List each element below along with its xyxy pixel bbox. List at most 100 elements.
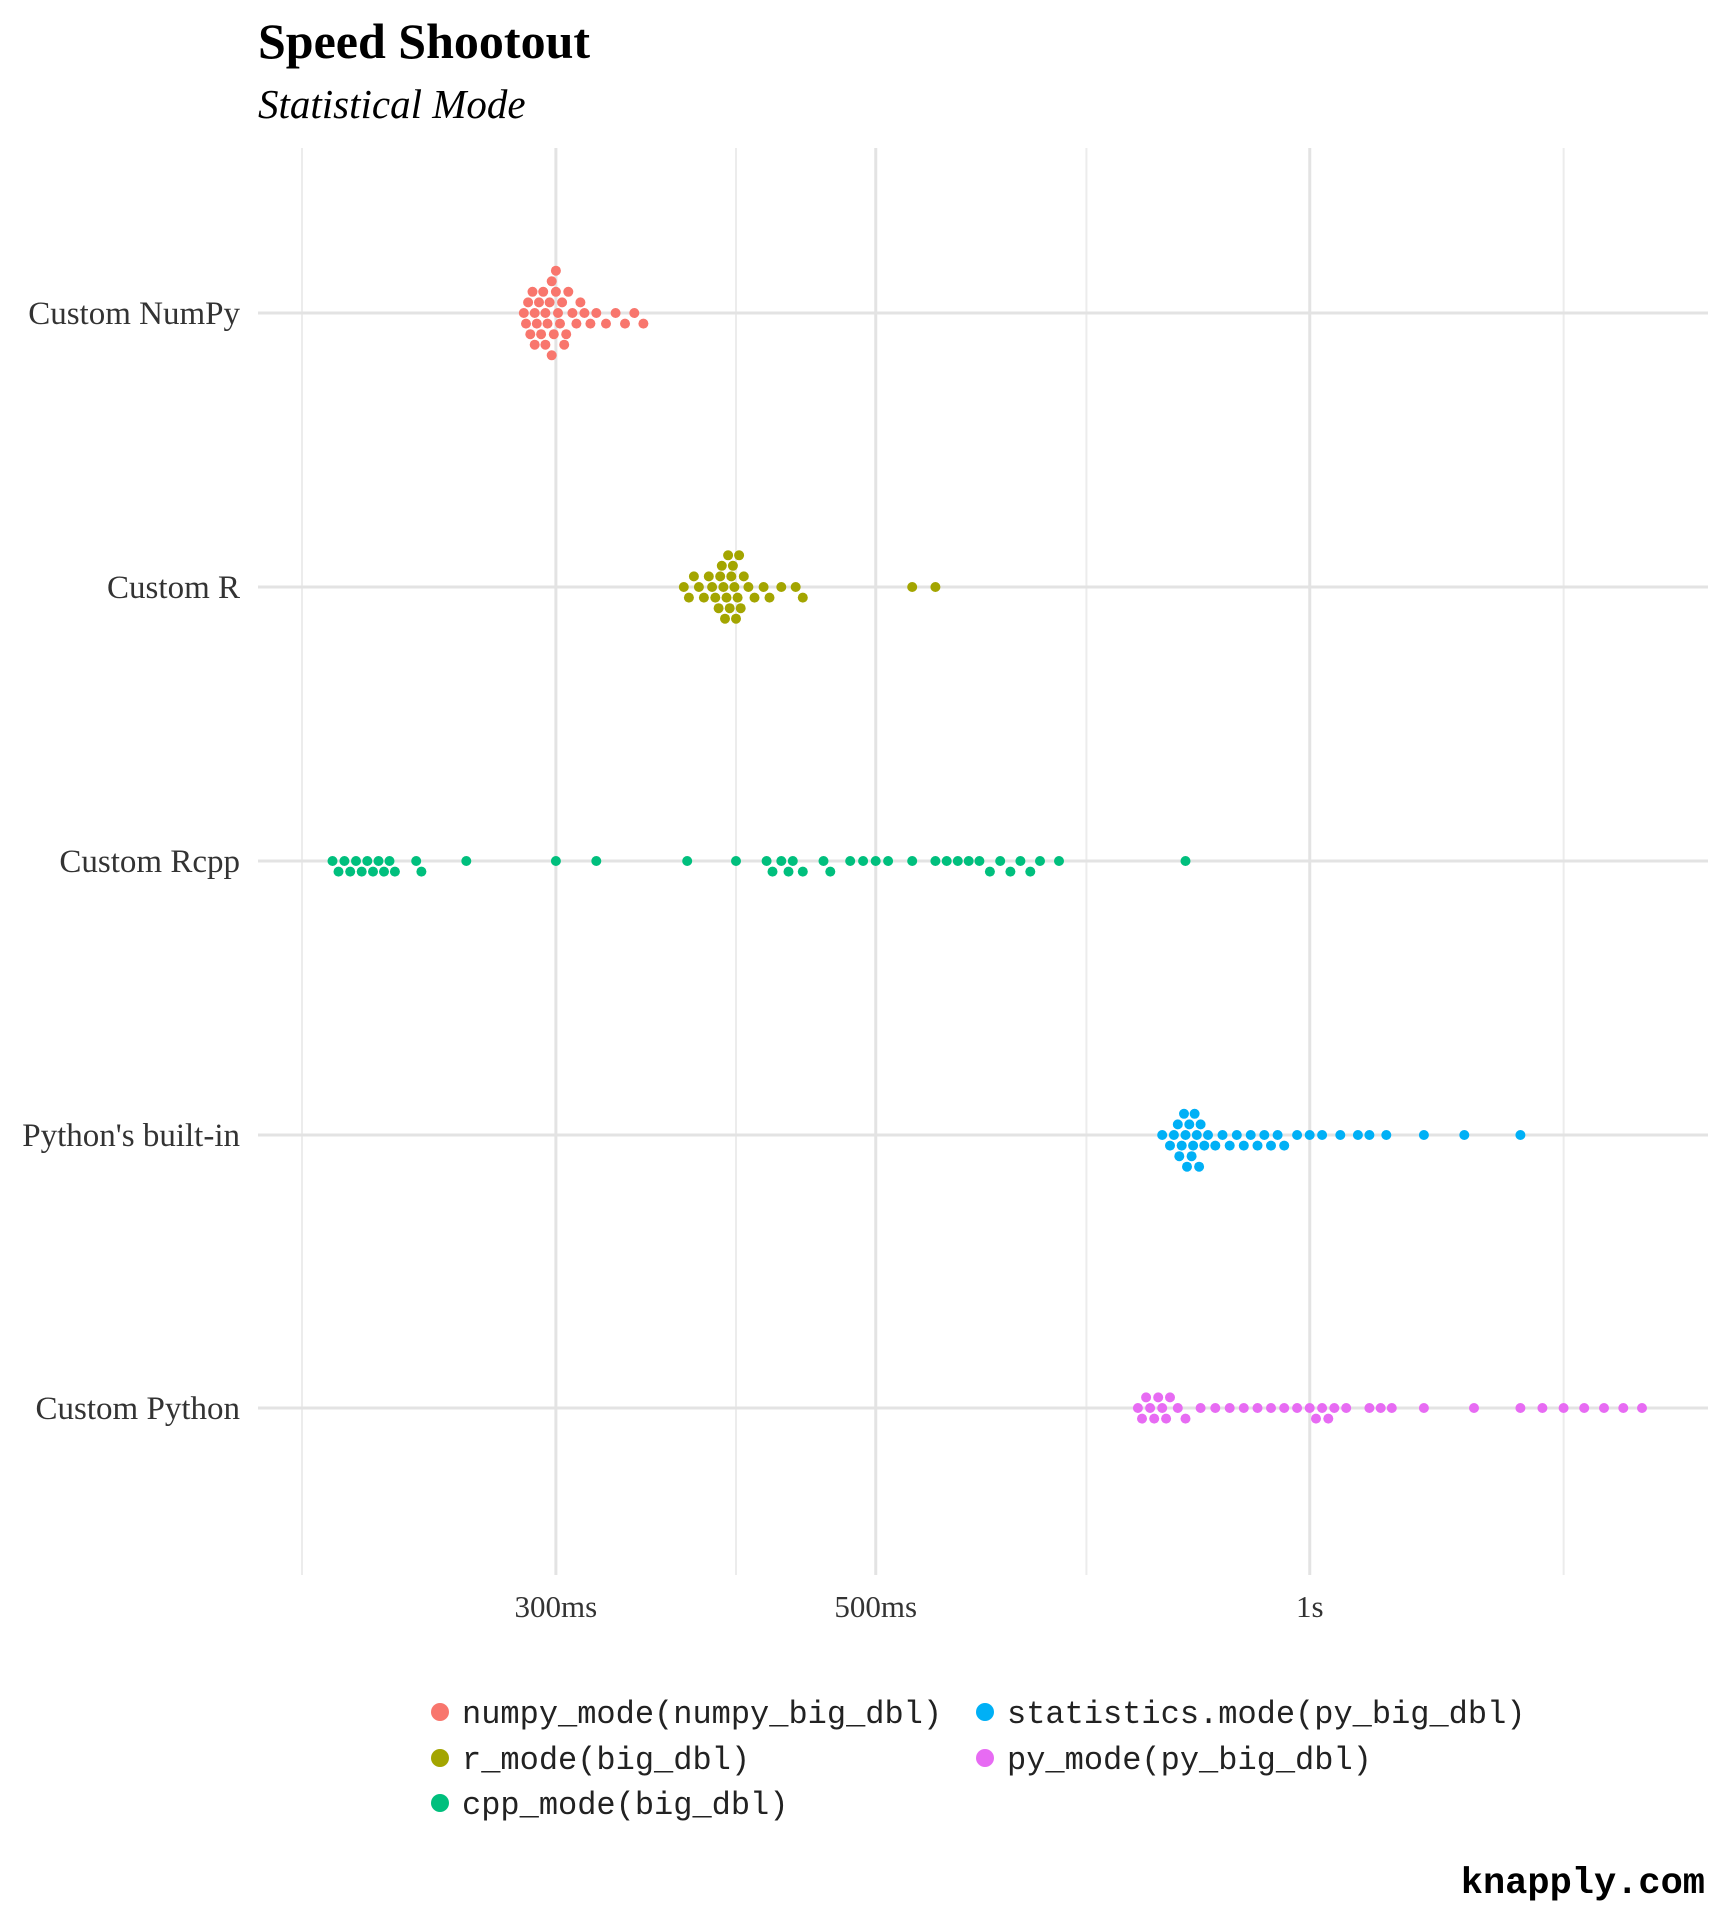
data-point bbox=[1176, 1140, 1187, 1151]
data-point bbox=[546, 350, 557, 361]
data-point bbox=[1292, 1130, 1303, 1140]
data-point bbox=[790, 582, 801, 592]
data-point bbox=[883, 856, 894, 866]
data-point bbox=[362, 856, 373, 866]
data-point bbox=[907, 582, 918, 592]
data-point bbox=[1161, 1413, 1172, 1424]
data-point bbox=[1279, 1140, 1290, 1151]
data-point bbox=[571, 318, 582, 329]
legend-key bbox=[431, 1703, 449, 1721]
data-point bbox=[579, 308, 590, 318]
data-point bbox=[1266, 1140, 1276, 1151]
data-point bbox=[787, 856, 798, 866]
data-point bbox=[389, 866, 400, 877]
data-point bbox=[720, 613, 730, 624]
data-point bbox=[1238, 1403, 1249, 1413]
data-point bbox=[1304, 1130, 1315, 1140]
y-tick-label: Custom NumPy bbox=[28, 296, 240, 332]
data-point bbox=[1194, 1161, 1205, 1172]
data-point bbox=[1188, 1140, 1199, 1151]
data-point bbox=[1224, 1403, 1235, 1413]
data-point bbox=[1199, 1140, 1210, 1151]
data-point bbox=[1341, 1403, 1352, 1413]
data-point bbox=[963, 856, 974, 866]
data-point bbox=[1153, 1392, 1164, 1403]
data-point bbox=[356, 866, 367, 877]
y-tick-label: Python's built-in bbox=[22, 1118, 240, 1154]
data-point bbox=[1145, 1403, 1156, 1413]
data-point bbox=[1418, 1130, 1429, 1140]
data-point bbox=[713, 603, 724, 614]
data-point bbox=[629, 308, 640, 318]
data-point bbox=[1203, 1130, 1213, 1140]
data-point bbox=[542, 318, 553, 329]
data-point bbox=[550, 286, 561, 297]
data-point bbox=[683, 592, 694, 603]
data-point bbox=[534, 297, 544, 308]
legend-label: numpy_mode(numpy_big_dbl) bbox=[462, 1696, 942, 1733]
data-point bbox=[1515, 1403, 1526, 1413]
data-point bbox=[907, 856, 918, 866]
data-point bbox=[550, 265, 561, 276]
data-point bbox=[1137, 1413, 1147, 1424]
data-point bbox=[818, 856, 829, 866]
legend-key bbox=[431, 1794, 449, 1812]
data-point bbox=[716, 560, 727, 571]
legend-key bbox=[976, 1749, 994, 1767]
data-point bbox=[729, 582, 740, 592]
data-point bbox=[567, 308, 578, 318]
data-point bbox=[952, 856, 963, 866]
data-point bbox=[1054, 856, 1064, 866]
data-point bbox=[974, 856, 985, 866]
data-point bbox=[749, 592, 760, 603]
data-point bbox=[538, 286, 549, 297]
data-point bbox=[1132, 1403, 1143, 1413]
data-point bbox=[1191, 1130, 1202, 1140]
data-point bbox=[1174, 1151, 1185, 1162]
data-point bbox=[540, 308, 551, 318]
data-point bbox=[1558, 1403, 1569, 1413]
data-point bbox=[1317, 1403, 1328, 1413]
data-point bbox=[1469, 1403, 1479, 1413]
data-point bbox=[727, 560, 738, 571]
data-point bbox=[743, 582, 754, 592]
data-point bbox=[776, 856, 787, 866]
data-point bbox=[1182, 1161, 1192, 1172]
data-point bbox=[384, 856, 395, 866]
data-point bbox=[339, 856, 350, 866]
data-point bbox=[1157, 1130, 1168, 1140]
data-point bbox=[1224, 1140, 1235, 1151]
data-point bbox=[561, 329, 572, 340]
data-point bbox=[575, 297, 586, 308]
data-point bbox=[544, 297, 555, 308]
data-point bbox=[345, 866, 356, 877]
data-point bbox=[1210, 1140, 1221, 1151]
data-point bbox=[1165, 1392, 1175, 1403]
data-point bbox=[1618, 1403, 1629, 1413]
data-point bbox=[1266, 1403, 1276, 1413]
data-point bbox=[540, 339, 551, 350]
data-point bbox=[1329, 1403, 1340, 1413]
data-point bbox=[1292, 1403, 1303, 1413]
data-point bbox=[1180, 856, 1191, 866]
data-points bbox=[327, 265, 1647, 1424]
data-point bbox=[1259, 1130, 1270, 1140]
data-point bbox=[1172, 1119, 1183, 1130]
data-point bbox=[529, 308, 540, 318]
y-tick-label: Custom Rcpp bbox=[59, 844, 240, 880]
data-point bbox=[721, 592, 732, 603]
data-point bbox=[767, 866, 778, 877]
data-point bbox=[1149, 1413, 1160, 1424]
data-point bbox=[783, 866, 794, 877]
data-point bbox=[732, 592, 743, 603]
data-point bbox=[797, 866, 808, 877]
legend-label: cpp_mode(big_dbl) bbox=[462, 1787, 788, 1824]
data-point bbox=[1195, 1119, 1206, 1130]
data-point bbox=[1352, 1130, 1363, 1140]
data-point bbox=[726, 571, 737, 582]
x-tick-label: 500ms bbox=[834, 1589, 917, 1624]
data-point bbox=[1180, 1130, 1191, 1140]
data-point bbox=[591, 308, 602, 318]
y-tick-label: Custom R bbox=[107, 570, 240, 606]
x-axis-labels: 300ms 500ms 1s bbox=[515, 1589, 1324, 1624]
